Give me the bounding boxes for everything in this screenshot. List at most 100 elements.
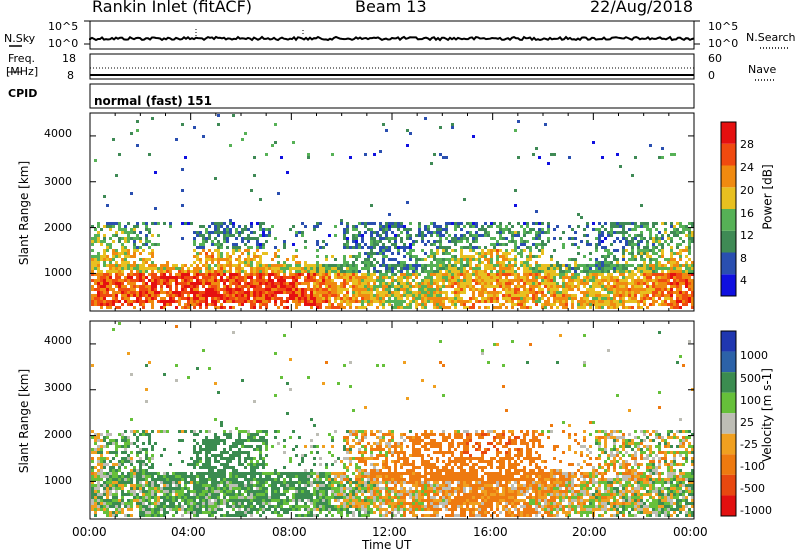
power-cell xyxy=(394,306,397,309)
velocity-cell xyxy=(184,499,187,502)
velocity-cell xyxy=(157,430,160,433)
power-cell xyxy=(586,300,589,303)
power-cell xyxy=(397,291,400,294)
velocity-cell xyxy=(253,493,256,496)
power-cell xyxy=(439,153,442,156)
velocity-cell xyxy=(217,505,220,508)
power-cell xyxy=(235,291,238,294)
power-cell xyxy=(535,255,538,258)
power-cell xyxy=(172,297,175,300)
power-cell xyxy=(631,237,634,240)
velocity-cell xyxy=(103,508,106,511)
power-cell xyxy=(556,285,559,288)
power-cell xyxy=(634,237,637,240)
power-cell xyxy=(262,273,265,276)
power-cell xyxy=(475,240,478,243)
power-cell xyxy=(202,135,205,138)
power-cell xyxy=(661,252,664,255)
power-cell xyxy=(499,261,502,264)
velocity-cell xyxy=(121,472,124,475)
velocity-cell xyxy=(238,457,241,460)
power-cell xyxy=(325,288,328,291)
velocity-cell xyxy=(181,493,184,496)
power-cell xyxy=(571,288,574,291)
power-cell xyxy=(574,237,577,240)
power-cell xyxy=(595,285,598,288)
power-cell xyxy=(406,303,409,306)
power-cell xyxy=(193,291,196,294)
velocity-cell xyxy=(94,466,97,469)
power-cell xyxy=(325,270,328,273)
power-cell xyxy=(655,300,658,303)
velocity-cell xyxy=(214,508,217,511)
power-cell xyxy=(469,285,472,288)
power-cell xyxy=(574,231,577,234)
power-cell xyxy=(244,276,247,279)
velocity-cell xyxy=(247,478,250,481)
power-cell xyxy=(124,249,127,252)
power-cell xyxy=(529,288,532,291)
power-cell xyxy=(211,261,214,264)
power-cell xyxy=(226,240,229,243)
power-cell xyxy=(247,255,250,258)
power-cell xyxy=(127,264,130,267)
power-cell xyxy=(433,240,436,243)
power-cell xyxy=(118,252,121,255)
power-cell xyxy=(274,252,277,255)
power-cell xyxy=(541,228,544,231)
power-cell xyxy=(562,303,565,306)
velocity-cell xyxy=(235,499,238,502)
power-cell xyxy=(613,225,616,228)
power-cell xyxy=(388,288,391,291)
power-cell xyxy=(613,276,616,279)
power-cell xyxy=(448,234,451,237)
velocity-cell xyxy=(130,469,133,472)
power-cell xyxy=(409,228,412,231)
velocity-cell xyxy=(247,451,250,454)
power-cell xyxy=(676,270,679,273)
power-cell xyxy=(193,288,196,291)
velocity-cell xyxy=(115,505,118,508)
power-cell xyxy=(208,279,211,282)
power-cell xyxy=(109,225,112,228)
velocity-cell xyxy=(142,442,145,445)
velocity-cell xyxy=(109,475,112,478)
power-cell xyxy=(280,285,283,288)
velocity-cell xyxy=(256,472,259,475)
power-cell xyxy=(649,291,652,294)
power-cell xyxy=(124,279,127,282)
power-cell xyxy=(184,222,187,225)
power-cell xyxy=(472,306,475,309)
power-cell xyxy=(637,267,640,270)
power-cell xyxy=(484,228,487,231)
power-cell xyxy=(337,291,340,294)
power-cell xyxy=(436,267,439,270)
velocity-cell xyxy=(178,478,181,481)
power-cell xyxy=(319,300,322,303)
power-cell xyxy=(547,267,550,270)
power-cell xyxy=(343,243,346,246)
velocity-cell xyxy=(232,454,235,457)
power-cell xyxy=(265,267,268,270)
power-cell xyxy=(202,282,205,285)
velocity-cell xyxy=(193,475,196,478)
power-cell xyxy=(496,255,499,258)
power-cell xyxy=(493,264,496,267)
power-cell xyxy=(583,267,586,270)
power-cell xyxy=(676,306,679,309)
velocity-cell xyxy=(103,505,106,508)
power-cell xyxy=(475,270,478,273)
velocity-cell xyxy=(97,481,100,484)
power-cell xyxy=(433,225,436,228)
power-cell xyxy=(226,291,229,294)
power-cell xyxy=(622,270,625,273)
power-cell xyxy=(484,246,487,249)
power-cell xyxy=(421,279,424,282)
power-cell xyxy=(247,297,250,300)
power-cell xyxy=(661,279,664,282)
power-cell xyxy=(307,276,310,279)
power-cell xyxy=(406,294,409,297)
power-cell xyxy=(406,291,409,294)
velocity-cell xyxy=(229,496,232,499)
power-cell xyxy=(259,264,262,267)
